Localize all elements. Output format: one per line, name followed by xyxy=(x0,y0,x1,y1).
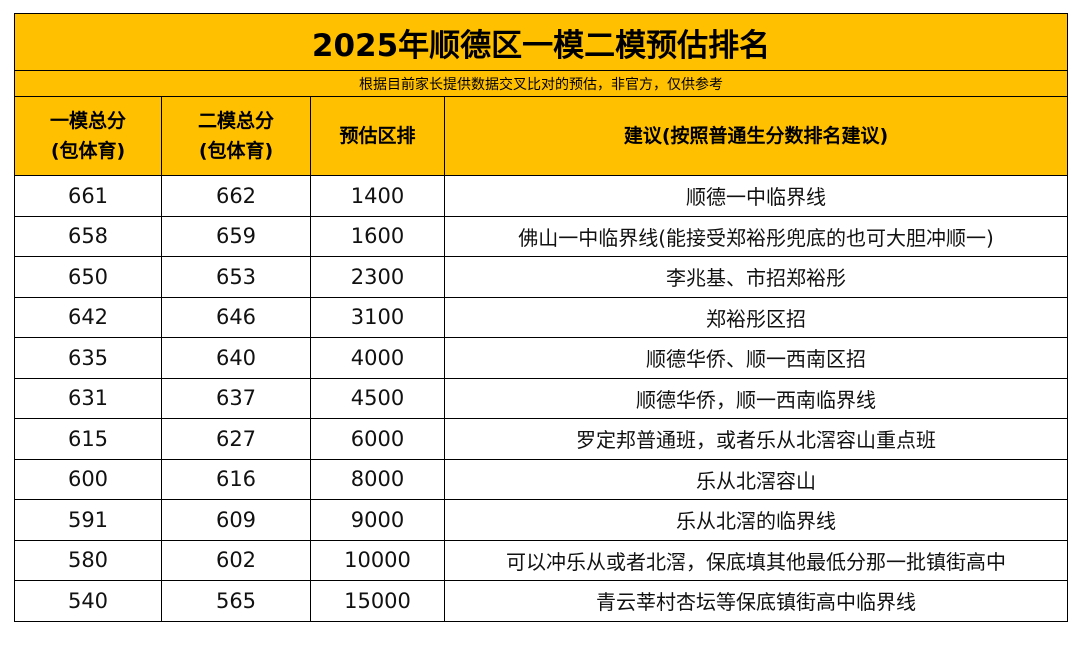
note-row: 根据目前家长提供数据交叉比对的预估，非官方，仅供参考 xyxy=(13,70,1069,97)
header-advice: 建议(按照普通生分数排名建议) xyxy=(443,96,1069,176)
cell-mock1-score: 591 xyxy=(14,499,162,541)
cell-estimated-rank: 2300 xyxy=(310,256,445,298)
table-row: 600 616 8000 乐从北滘容山 xyxy=(14,458,1069,500)
cell-advice: 郑裕彤区招 xyxy=(443,296,1069,338)
cell-advice: 李兆基、市招郑裕彤 xyxy=(443,256,1069,298)
table-row: 635 640 4000 顺德华侨、顺一西南区招 xyxy=(14,337,1069,379)
cell-mock2-score: 640 xyxy=(161,337,311,379)
disclaimer-note: 根据目前家长提供数据交叉比对的预估，非官方，仅供参考 xyxy=(13,70,1069,97)
cell-advice: 佛山一中临界线(能接受郑裕彤兜底的也可大胆冲顺一) xyxy=(443,215,1069,257)
cell-mock2-score: 609 xyxy=(161,499,311,541)
table-row: 615 627 6000 罗定邦普通班，或者乐从北滘容山重点班 xyxy=(14,418,1069,460)
cell-mock2-score: 646 xyxy=(161,296,311,338)
cell-estimated-rank: 6000 xyxy=(310,418,445,460)
cell-mock2-score: 659 xyxy=(161,215,311,257)
ranking-table: 2025年顺德区一模二模预估排名 根据目前家长提供数据交叉比对的预估，非官方，仅… xyxy=(13,13,1069,622)
title-row: 2025年顺德区一模二模预估排名 xyxy=(13,13,1069,71)
cell-mock2-score: 637 xyxy=(161,377,311,419)
table-row: 661 662 1400 顺德一中临界线 xyxy=(14,175,1069,217)
cell-mock2-score: 662 xyxy=(161,175,311,217)
cell-mock1-score: 631 xyxy=(14,377,162,419)
table-row: 642 646 3100 郑裕彤区招 xyxy=(14,296,1069,338)
cell-mock1-score: 661 xyxy=(14,175,162,217)
cell-estimated-rank: 3100 xyxy=(310,296,445,338)
header-estimated-rank: 预估区排 xyxy=(310,96,445,176)
header-mock1-line1: 一模总分 xyxy=(49,109,126,132)
cell-estimated-rank: 9000 xyxy=(310,499,445,541)
cell-estimated-rank: 1600 xyxy=(310,215,445,257)
cell-advice: 顺德华侨，顺一西南临界线 xyxy=(443,377,1069,419)
header-mock2-line1: 二模总分 xyxy=(197,109,274,132)
table-row: 650 653 2300 李兆基、市招郑裕彤 xyxy=(14,256,1069,298)
cell-mock1-score: 540 xyxy=(14,580,162,622)
cell-advice: 顺德一中临界线 xyxy=(443,175,1069,217)
table-row: 591 609 9000 乐从北滘的临界线 xyxy=(14,499,1069,541)
cell-advice: 乐从北滘的临界线 xyxy=(443,499,1069,541)
header-mock1-score: 一模总分 (包体育) xyxy=(14,96,162,176)
cell-estimated-rank: 15000 xyxy=(310,580,445,622)
cell-estimated-rank: 4500 xyxy=(310,377,445,419)
table-row: 580 602 10000 可以冲乐从或者北滘，保底填其他最低分那一批镇街高中 xyxy=(14,539,1069,581)
cell-advice: 青云莘村杏坛等保底镇街高中临界线 xyxy=(443,580,1069,622)
header-mock2-score: 二模总分 (包体育) xyxy=(161,96,311,176)
cell-estimated-rank: 10000 xyxy=(310,539,445,581)
cell-mock1-score: 658 xyxy=(14,215,162,257)
cell-estimated-rank: 4000 xyxy=(310,337,445,379)
cell-mock1-score: 580 xyxy=(14,539,162,581)
cell-mock2-score: 627 xyxy=(161,418,311,460)
cell-advice: 乐从北滘容山 xyxy=(443,458,1069,500)
cell-advice: 可以冲乐从或者北滘，保底填其他最低分那一批镇街高中 xyxy=(443,539,1069,581)
cell-mock2-score: 565 xyxy=(161,580,311,622)
cell-advice: 顺德华侨、顺一西南区招 xyxy=(443,337,1069,379)
cell-mock1-score: 635 xyxy=(14,337,162,379)
header-rank-label: 预估区排 xyxy=(339,124,416,147)
header-row: 一模总分 (包体育) 二模总分 (包体育) 预估区排 建议(按照普通生分数排名建… xyxy=(14,96,1069,176)
header-mock1-line2: (包体育) xyxy=(50,140,126,162)
cell-mock2-score: 653 xyxy=(161,256,311,298)
cell-estimated-rank: 1400 xyxy=(310,175,445,217)
cell-estimated-rank: 8000 xyxy=(310,458,445,500)
table-row: 631 637 4500 顺德华侨，顺一西南临界线 xyxy=(14,377,1069,419)
header-mock2-line2: (包体育) xyxy=(198,140,274,162)
cell-mock2-score: 616 xyxy=(161,458,311,500)
table-row: 658 659 1600 佛山一中临界线(能接受郑裕彤兜底的也可大胆冲顺一) xyxy=(14,215,1069,257)
cell-mock1-score: 642 xyxy=(14,296,162,338)
cell-mock2-score: 602 xyxy=(161,539,311,581)
cell-advice: 罗定邦普通班，或者乐从北滘容山重点班 xyxy=(443,418,1069,460)
table-row: 540 565 15000 青云莘村杏坛等保底镇街高中临界线 xyxy=(14,580,1069,622)
table-title: 2025年顺德区一模二模预估排名 xyxy=(13,13,1069,71)
header-advice-label: 建议(按照普通生分数排名建议) xyxy=(623,124,889,147)
cell-mock1-score: 600 xyxy=(14,458,162,500)
cell-mock1-score: 615 xyxy=(14,418,162,460)
cell-mock1-score: 650 xyxy=(14,256,162,298)
